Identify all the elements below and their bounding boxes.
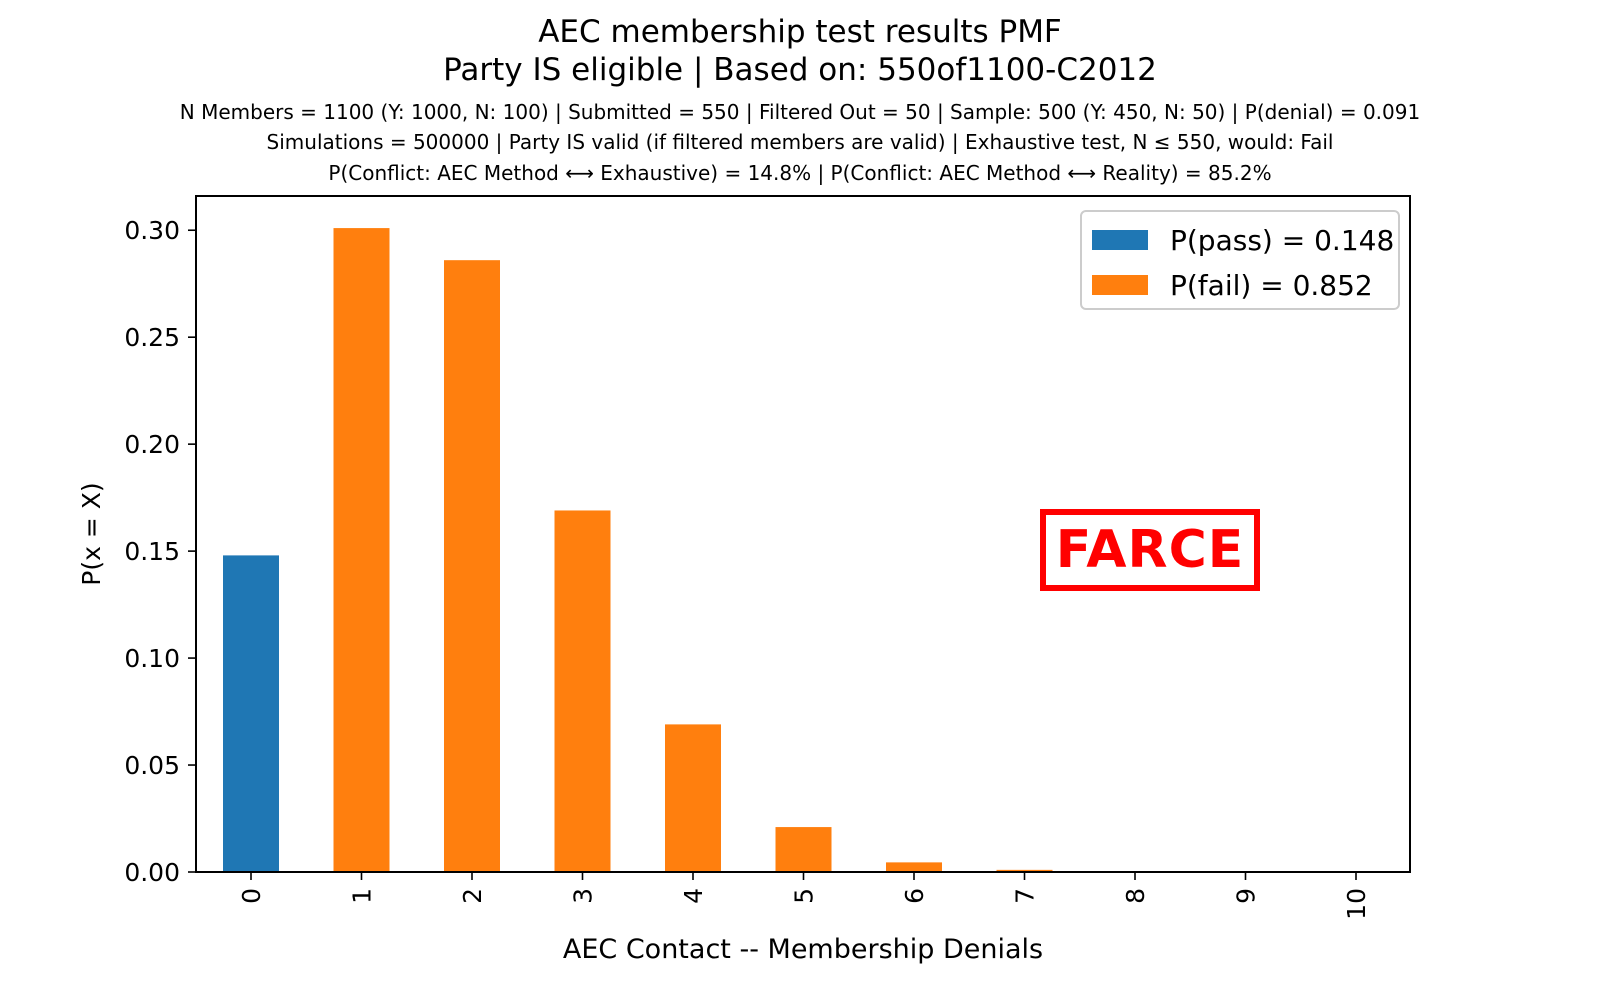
bar-2 — [444, 260, 500, 872]
y-tick-label: 0.25 — [124, 323, 180, 352]
legend-swatch-pass — [1092, 230, 1148, 250]
bar-5 — [775, 827, 832, 872]
x-tick-label: 8 — [1121, 888, 1150, 904]
chart-title: AEC membership test results PMF — [538, 14, 1062, 50]
info-line-3: P(Conflict: AEC Method ⟷ Exhaustive) = 1… — [328, 161, 1272, 185]
legend-swatch-fail — [1092, 275, 1148, 295]
y-tick-label: 0.20 — [124, 430, 180, 459]
x-tick-label: 2 — [458, 888, 487, 904]
info-line-1: N Members = 1100 (Y: 1000, N: 100) | Sub… — [179, 100, 1421, 124]
legend-item-pass: P(pass) = 0.148 — [1092, 222, 1394, 258]
bar-1 — [333, 228, 390, 872]
bar-6 — [886, 862, 942, 872]
bar-3 — [554, 510, 611, 872]
x-tick-label: 4 — [679, 888, 708, 904]
legend-label-fail: P(fail) = 0.852 — [1170, 268, 1373, 302]
y-tick-label: 0.00 — [124, 858, 180, 887]
x-axis-label: AEC Contact -- Membership Denials — [563, 934, 1043, 965]
x-tick-label: 3 — [569, 888, 598, 904]
legend-item-fail: P(fail) = 0.852 — [1092, 267, 1373, 303]
legend-label-pass: P(pass) = 0.148 — [1170, 223, 1395, 257]
y-tick-label: 0.10 — [124, 644, 180, 673]
x-tick-label: 0 — [237, 888, 266, 904]
x-tick-label: 10 — [1342, 888, 1371, 920]
x-tick-label: 7 — [1011, 888, 1040, 904]
y-tick-label: 0.30 — [124, 216, 180, 245]
bar-0 — [223, 555, 279, 872]
y-axis-label: P(x = X) — [77, 482, 106, 585]
x-tick-label: 6 — [900, 888, 929, 904]
legend: P(pass) = 0.148 P(fail) = 0.852 — [1080, 210, 1400, 310]
farce-stamp: FARCE — [1040, 509, 1260, 591]
x-tick-label: 9 — [1232, 888, 1261, 904]
x-tick-label: 5 — [790, 888, 819, 904]
info-line-2: Simulations = 500000 | Party IS valid (i… — [266, 130, 1334, 154]
chart-subtitle: Party IS eligible | Based on: 550of1100-… — [443, 52, 1157, 88]
bar-4 — [665, 724, 721, 872]
y-tick-label: 0.15 — [124, 537, 180, 566]
bar-7 — [996, 869, 1053, 872]
x-tick-label: 1 — [348, 888, 377, 904]
y-tick-label: 0.05 — [124, 751, 180, 780]
